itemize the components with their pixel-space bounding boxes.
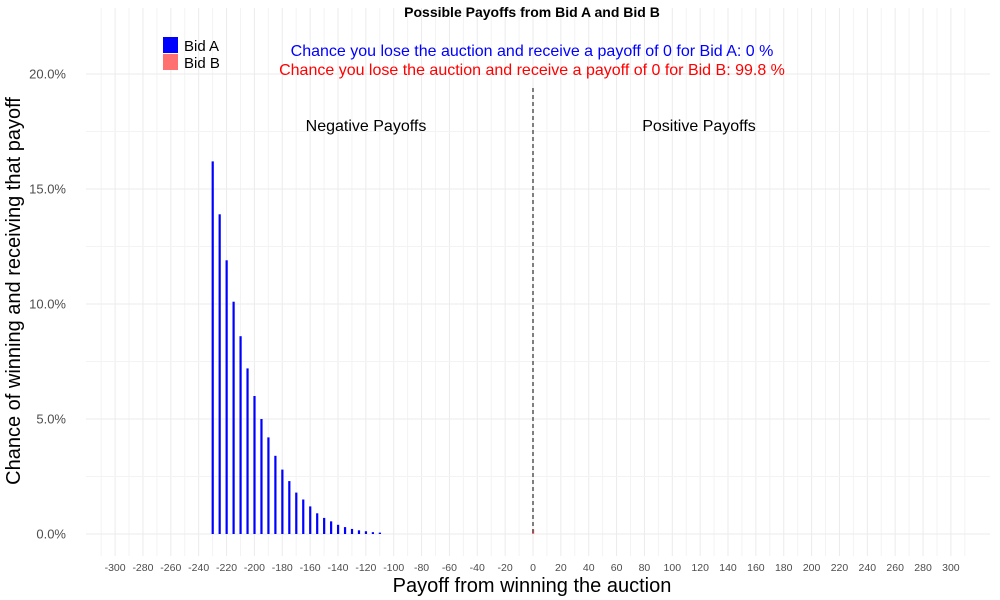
bar-bid-a: [302, 499, 305, 534]
y-axis-label: Chance of winning and receiving that pay…: [3, 97, 25, 485]
x-tick-label: 120: [691, 562, 709, 574]
bar-bid-a: [323, 517, 326, 534]
x-tick-label: -20: [498, 562, 513, 574]
chart-title: Possible Payoffs from Bid A and Bid B: [404, 4, 660, 20]
y-tick-label: 20.0%: [29, 67, 66, 82]
positive-payoffs-label: Positive Payoffs: [642, 118, 756, 135]
bar-bid-a: [267, 437, 270, 534]
x-tick-label: -260: [160, 562, 181, 574]
x-tick-label: 220: [831, 562, 849, 574]
bar-bid-a: [260, 419, 263, 534]
bar-bid-a: [253, 396, 256, 534]
x-tick-label: 60: [611, 562, 623, 574]
legend-swatch-bid-a: [163, 37, 178, 53]
bar-bid-a: [274, 455, 277, 534]
x-tick-label: -80: [414, 562, 429, 574]
bar-bid-a: [316, 513, 319, 534]
bar-bid-a: [378, 532, 381, 534]
x-tick-label: 80: [639, 562, 651, 574]
x-tick-label: -220: [216, 562, 237, 574]
grid: [86, 8, 990, 556]
bar-bid-a: [330, 521, 333, 534]
y-tick-label: 15.0%: [29, 182, 66, 197]
x-tick-label: -280: [132, 562, 153, 574]
x-axis-label: Payoff from winning the auction: [393, 575, 672, 597]
x-tick-label: 200: [803, 562, 821, 574]
x-tick-label: -140: [327, 562, 348, 574]
x-tick-label: 180: [775, 562, 793, 574]
x-axis-ticks: -300 -280 -260 -240 -220 -200 -180 -160 -140 -120…: [105, 562, 960, 574]
bar-bid-a: [309, 506, 312, 534]
x-tick-label: 20: [555, 562, 567, 574]
bar-bid-a: [343, 527, 347, 534]
x-tick-label: 40: [583, 562, 595, 574]
x-tick-label: -100: [383, 562, 404, 574]
x-tick-label: 300: [942, 562, 960, 574]
bar-bid-a: [246, 368, 249, 534]
bar-bid-a: [336, 524, 340, 534]
bid-a-lose-annotation: Chance you lose the auction and receive …: [291, 43, 774, 60]
bar-bid-a: [239, 336, 242, 534]
bar-bid-a: [371, 532, 375, 534]
x-tick-label: 160: [747, 562, 765, 574]
y-tick-label: 5.0%: [36, 412, 66, 427]
bar-bid-a: [211, 161, 214, 534]
x-tick-label: -300: [105, 562, 126, 574]
bar-bid-a: [364, 531, 368, 534]
x-tick-label: -160: [300, 562, 321, 574]
legend: Bid A Bid B: [163, 37, 220, 72]
y-tick-label: 0.0%: [36, 527, 66, 542]
bar-bid-a: [281, 469, 284, 534]
legend-label-bid-b: Bid B: [184, 55, 220, 72]
bar-bid-a: [295, 492, 298, 534]
x-tick-label: 240: [859, 562, 877, 574]
legend-swatch-bid-b: [163, 54, 178, 70]
x-tick-label: 140: [719, 562, 737, 574]
y-tick-label: 10.0%: [29, 297, 66, 312]
y-axis-ticks: 0.0% 5.0% 10.0% 15.0% 20.0%: [29, 67, 66, 542]
x-tick-label: -180: [272, 562, 293, 574]
bar-bid-a: [350, 528, 354, 534]
x-tick-label: -60: [442, 562, 457, 574]
x-tick-label: -40: [470, 562, 485, 574]
negative-payoffs-label: Negative Payoffs: [306, 118, 427, 135]
bar-bid-a: [288, 481, 291, 534]
legend-label-bid-a: Bid A: [184, 38, 219, 55]
bar-bid-a: [357, 530, 361, 534]
x-tick-label: 0: [530, 562, 536, 574]
bid-b-lose-annotation: Chance you lose the auction and receive …: [279, 62, 785, 79]
x-tick-label: -120: [355, 562, 376, 574]
x-tick-label: 260: [886, 562, 904, 574]
bar-bid-a: [232, 301, 235, 534]
bar-bid-a: [218, 214, 221, 535]
x-tick-label: 100: [664, 562, 682, 574]
x-tick-label: -240: [188, 562, 209, 574]
bar-bid-a: [225, 260, 228, 534]
x-tick-label: -200: [244, 562, 265, 574]
x-tick-label: 280: [914, 562, 932, 574]
bars: [211, 161, 535, 535]
